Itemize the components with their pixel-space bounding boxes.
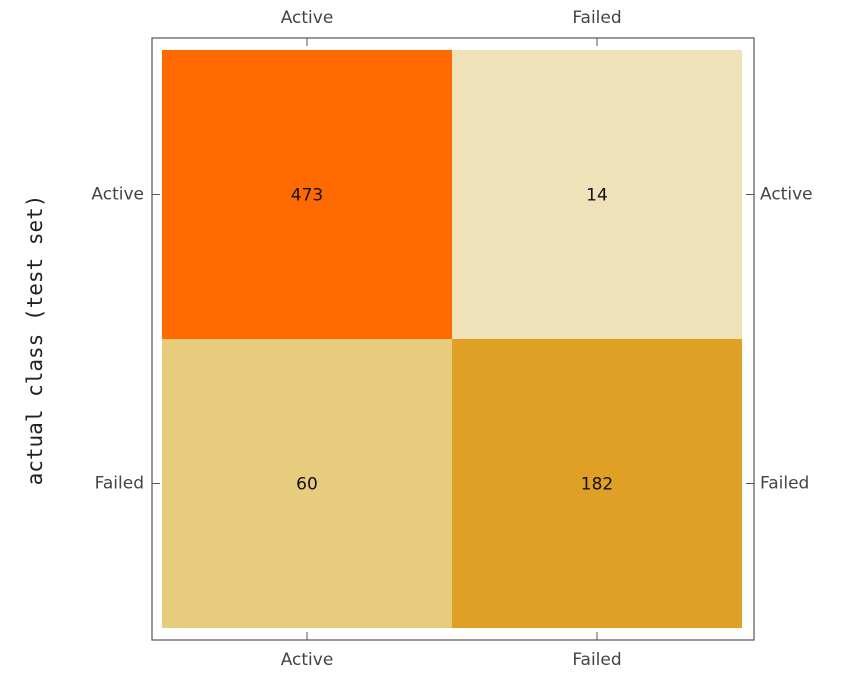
value-label: 60 [296,475,318,495]
value-label: 14 [586,186,608,206]
cell [162,339,452,628]
cell [452,50,742,339]
value-label: 473 [291,186,323,206]
cell [452,339,742,628]
x-tick-label-bottom: Active [281,650,334,670]
x-tick-label-top: Active [281,8,334,28]
plot-frame [151,37,755,641]
value-label: 182 [581,475,613,495]
y-tick-label-left: Failed [95,474,144,494]
x-tick-label-bottom: Failed [572,650,621,670]
y-tick-label-right: Active [760,185,813,205]
x-tick-label-top: Failed [572,8,621,28]
cell [162,50,452,339]
y-axis-label: actual class (test set) [23,195,47,486]
y-tick-label-right: Failed [760,474,809,494]
y-tick-label-left: Active [91,185,144,205]
